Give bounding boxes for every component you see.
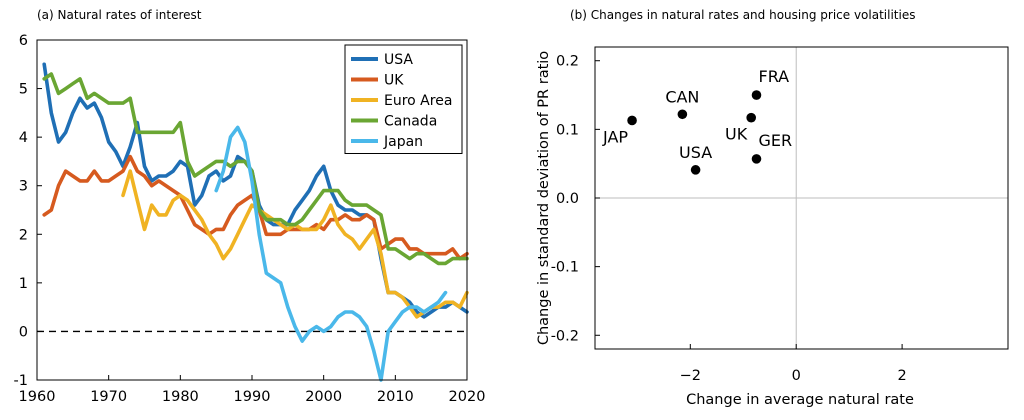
point-label-ger: GER bbox=[758, 131, 792, 150]
data-point-usa bbox=[690, 165, 701, 175]
series-line-japan bbox=[214, 125, 448, 382]
x-tick-label: 0 bbox=[792, 368, 801, 384]
x-tick-label: 1960 bbox=[19, 389, 56, 405]
panel-b-title: (b) Changes in natural rates and housing… bbox=[570, 8, 915, 22]
y-tick-label: 3 bbox=[19, 179, 28, 195]
x-tick-label: 2 bbox=[897, 368, 906, 384]
panel-natural-rates: (a) Natural rates of interest 1960 1970 19… bbox=[14, 8, 486, 405]
point-label-can: CAN bbox=[665, 87, 699, 106]
x-tick-label: 2010 bbox=[377, 389, 414, 405]
point-label-jap: JAP bbox=[602, 127, 628, 146]
y-tick-label: 6 bbox=[19, 33, 28, 49]
x-axis-label: Change in average natural rate bbox=[686, 392, 914, 408]
y-tick-label: -0.2 bbox=[551, 328, 579, 344]
y-tick-label: 5 bbox=[19, 82, 28, 98]
legend-label: Canada bbox=[384, 114, 437, 130]
y-tick-label: -0.1 bbox=[551, 260, 579, 276]
panel-volatility-scatter: (b) Changes in natural rates and housing… bbox=[536, 8, 1009, 408]
point-label-uk: UK bbox=[725, 125, 748, 144]
data-point-ger bbox=[751, 154, 762, 164]
data-point-fra bbox=[751, 90, 762, 100]
point-label-usa: USA bbox=[679, 143, 712, 162]
x-tick-label: 1980 bbox=[162, 389, 199, 405]
x-tick-label: −2 bbox=[680, 368, 701, 384]
y-tick-label: -1 bbox=[14, 373, 28, 389]
point-label-fra: FRA bbox=[758, 67, 789, 86]
data-point-jap bbox=[627, 115, 637, 126]
legend-label: Euro Area bbox=[384, 93, 452, 109]
panel-a-title: (a) Natural rates of interest bbox=[37, 8, 202, 22]
legend-label: Japan bbox=[383, 134, 423, 150]
y-tick-label: 1 bbox=[19, 276, 28, 292]
series-line-canada bbox=[42, 72, 469, 266]
y-tick-label: 4 bbox=[19, 130, 28, 146]
data-point-uk bbox=[746, 112, 756, 123]
legend-label: UK bbox=[384, 73, 404, 89]
legend-label: USA bbox=[384, 52, 413, 68]
y-tick-label: 0 bbox=[19, 324, 28, 340]
x-tick-label: 2000 bbox=[305, 389, 342, 405]
y-tick-label: 0.1 bbox=[556, 122, 579, 138]
x-tick-label: 1990 bbox=[234, 389, 271, 405]
data-point-can bbox=[677, 109, 688, 120]
y-tick-label: 0.0 bbox=[556, 191, 579, 207]
x-tick-label: 2020 bbox=[449, 389, 486, 405]
legend: USA UK Euro Area Canada Japan bbox=[344, 44, 463, 154]
x-tick-label: 1970 bbox=[90, 389, 127, 405]
y-tick-label: 0.2 bbox=[556, 54, 579, 70]
y-axis-label: Change in standard deviation of PR ratio bbox=[536, 51, 552, 345]
y-tick-label: 2 bbox=[19, 227, 28, 243]
